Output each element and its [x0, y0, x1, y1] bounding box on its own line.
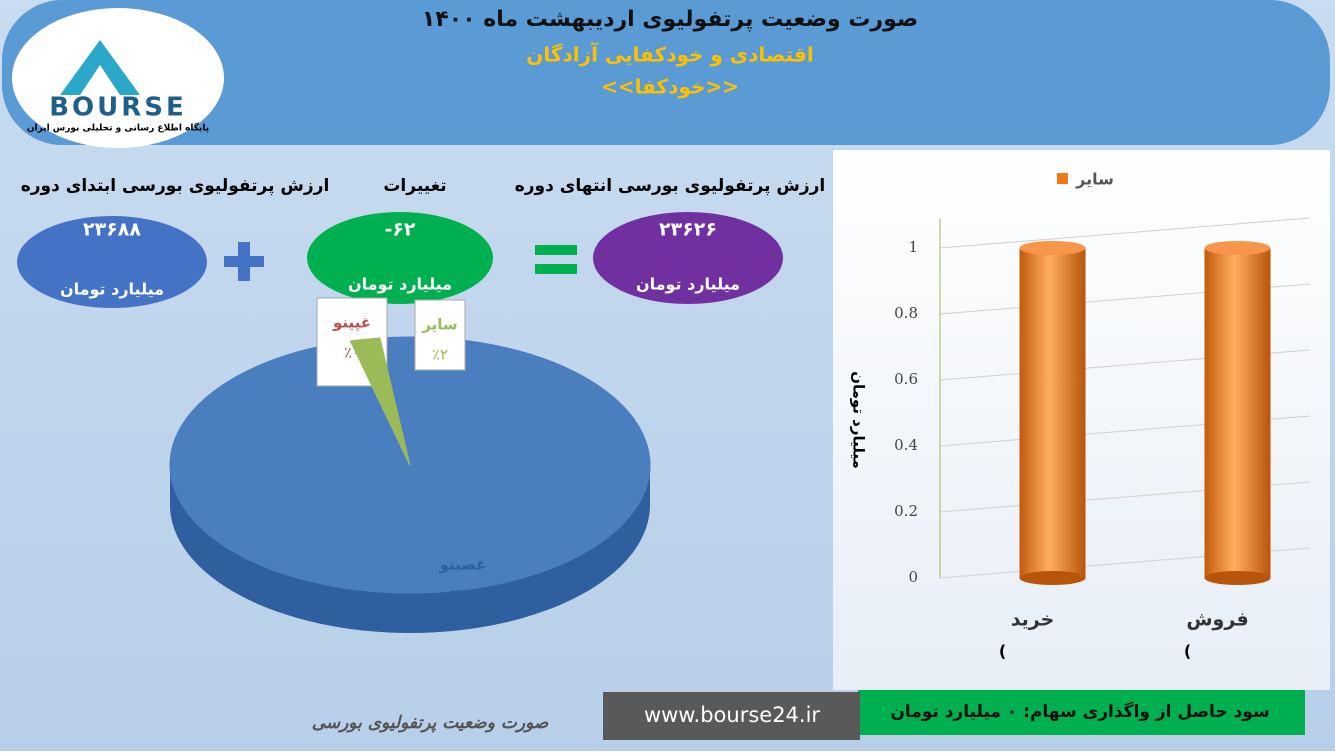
summary-unit: میلیارد تومان: [348, 275, 452, 294]
x-tick-label: فروش: [1186, 609, 1248, 631]
bar: [1204, 248, 1271, 578]
summary-ellipse: [17, 216, 207, 308]
bar-top: [1019, 241, 1086, 255]
header-title: صورت وضعیت پرتفولیوی اردیبهشت ماه ۱۴۰۰: [422, 7, 918, 32]
y-tick-label: 0.2: [894, 502, 918, 520]
y-axis-label: میلیارد تومان: [850, 371, 868, 469]
y-tick-label: 0: [908, 568, 918, 586]
summary-value: ۲۳۶۸۸: [83, 219, 141, 241]
y-tick-label: 0.4: [894, 436, 918, 454]
slice-value-label: ٪۹۸: [451, 586, 475, 604]
summary-value: -۶۲: [384, 219, 415, 241]
summary-unit: میلیارد تومان: [636, 275, 740, 294]
logo-tagline: پایگاه اطلاع رسانی و تحلیلی بورس ایران: [27, 122, 209, 134]
equals-sign: [535, 264, 577, 274]
slice-label: غپینو: [332, 314, 371, 333]
x-tick-label: خرید: [1011, 609, 1055, 631]
summary-unit: میلیارد تومان: [60, 280, 164, 299]
equals-sign: [535, 245, 577, 255]
header-banner: [2, 0, 1330, 145]
callout-box: [414, 299, 466, 371]
logo-mark: [60, 40, 140, 95]
logo-text: BOURSE: [49, 93, 187, 123]
slice-label: غصینو: [439, 556, 487, 574]
summary-value: ۲۳۶۲۶: [659, 219, 717, 241]
x-tick-note: (: [999, 642, 1006, 661]
site-url: www.bourse24.ir: [644, 703, 820, 727]
grid-line: [939, 217, 1311, 249]
pie-side: [170, 465, 650, 633]
summary-label: ارزش پرتفولیوی بورسی ابتدای دوره: [21, 176, 330, 196]
y-tick-label: 0.6: [894, 370, 918, 388]
x-tick-note: (: [1184, 642, 1191, 661]
summary-label: تغییرات: [383, 176, 446, 196]
slice-label: سایر: [421, 316, 457, 334]
profit-box: [858, 690, 1305, 735]
summary-ellipse: [593, 212, 783, 304]
slice-value-label: ٪۲: [432, 346, 448, 364]
legend-label: سایر: [1075, 170, 1114, 189]
header-subtitle: اقتصادی و خودکفایی آزادگان: [526, 42, 813, 67]
header-symbol: <<خودکفا>>: [601, 75, 739, 99]
summary-label: ارزش پرتفولیوی بورسی انتهای دوره: [515, 176, 826, 196]
bar-bottom: [1204, 571, 1271, 585]
bar-bottom: [1019, 571, 1086, 585]
pie-slice: [349, 337, 411, 466]
y-tick-label: 0.8: [894, 304, 918, 322]
legend-swatch: [1057, 173, 1068, 184]
url-box: [603, 692, 860, 740]
bar-top: [1204, 241, 1271, 255]
bar: [1019, 248, 1086, 578]
profit-text: سود حاصل از واگذاری سهام: ۰ میلیارد توما…: [890, 701, 1269, 722]
plus-sign: [238, 242, 250, 281]
y-tick-label: 1: [908, 238, 918, 256]
summary-ellipse: [307, 212, 493, 304]
footer-caption: صورت وضعیت پرتفولیوی بورسی: [312, 713, 549, 733]
